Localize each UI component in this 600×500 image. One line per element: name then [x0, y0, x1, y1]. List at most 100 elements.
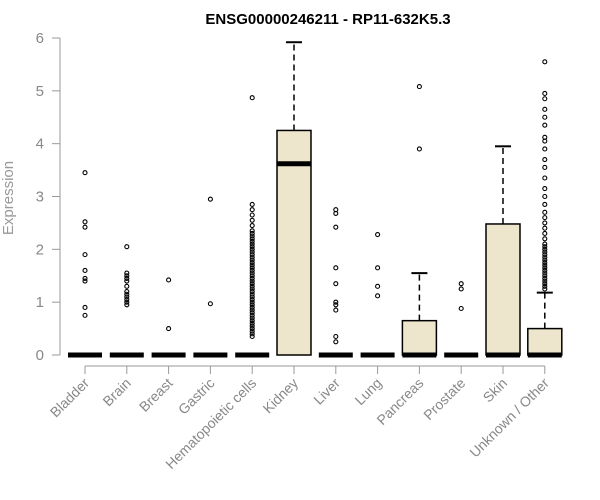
outlier-point	[458, 286, 464, 292]
outlier-point	[333, 339, 339, 345]
box-0	[68, 170, 102, 358]
outlier-point	[249, 212, 255, 218]
y-tick-label: 0	[36, 347, 44, 364]
outlier-point	[207, 196, 213, 202]
outlier-point	[333, 265, 339, 271]
outlier-point	[249, 252, 255, 258]
outlier-point	[333, 281, 339, 287]
outlier-point	[333, 299, 339, 305]
y-tick-label: 1	[36, 294, 44, 311]
outlier-point	[542, 59, 548, 65]
outlier-point	[249, 281, 255, 287]
box-iqr	[485, 223, 521, 356]
outlier-point	[124, 275, 130, 281]
y-axis: 0 1 2 3 4 5 6	[36, 30, 61, 364]
outlier-point	[249, 315, 255, 321]
box-10	[485, 145, 521, 358]
outlier-point	[333, 210, 339, 216]
outlier-point	[375, 293, 381, 299]
outlier-point	[333, 307, 339, 313]
outlier-point	[542, 220, 548, 226]
outlier-point	[82, 224, 88, 230]
outlier-point	[249, 289, 255, 295]
outlier-point	[542, 122, 548, 128]
x-tick-label: Breast	[136, 375, 176, 415]
outlier-point	[249, 223, 255, 229]
outlier-point	[542, 270, 548, 276]
plot-area	[68, 41, 563, 358]
x-tick-label: Skin	[480, 375, 511, 406]
outlier-point	[542, 215, 548, 221]
outlier-point	[542, 275, 548, 281]
outlier-point	[124, 270, 130, 276]
outlier-point	[249, 244, 255, 250]
outlier-point	[82, 219, 88, 225]
outlier-point	[249, 267, 255, 274]
box-9	[444, 281, 479, 358]
outlier-point	[542, 246, 548, 252]
outlier-point	[249, 207, 255, 213]
outlier-point	[249, 307, 255, 313]
box-iqr	[276, 129, 312, 356]
outlier-point	[375, 283, 381, 289]
outlier-point	[249, 233, 255, 239]
outlier-point	[542, 138, 548, 144]
box-6	[318, 207, 353, 358]
outlier-point	[82, 252, 88, 258]
outlier-point	[249, 257, 255, 263]
box-iqr	[401, 319, 438, 356]
outlier-point	[249, 265, 255, 271]
outlier-point	[82, 278, 88, 284]
outlier-point	[249, 241, 255, 247]
outlier-point	[542, 201, 548, 207]
outlier-point	[542, 265, 548, 271]
outlier-point	[249, 331, 255, 337]
outlier-point	[542, 283, 548, 289]
outlier-point	[416, 84, 422, 90]
y-tick-label: 6	[36, 30, 44, 47]
box-8	[401, 84, 438, 358]
outlier-point	[542, 106, 548, 112]
outlier-point	[249, 236, 255, 242]
outlier-point	[166, 326, 172, 332]
outlier-point	[249, 323, 255, 329]
outlier-point	[249, 310, 255, 316]
outlier-point	[124, 294, 130, 300]
outlier-point	[542, 273, 548, 279]
outlier-point	[542, 257, 548, 263]
box-7	[360, 231, 395, 358]
outlier-point	[542, 114, 548, 120]
y-tick-label: 4	[36, 136, 44, 153]
outlier-point	[542, 164, 548, 170]
outlier-point	[249, 270, 255, 276]
outlier-point	[249, 278, 255, 284]
outlier-point	[82, 170, 88, 176]
outlier-point	[249, 217, 255, 223]
outlier-point	[249, 238, 255, 244]
y-tick-label: 2	[36, 241, 44, 258]
outlier-point	[82, 275, 88, 281]
outlier-point	[542, 278, 548, 284]
outlier-point	[542, 259, 548, 266]
box-iqr	[527, 327, 563, 356]
x-tick-label: Lung	[351, 375, 384, 408]
outlier-point	[124, 244, 130, 250]
box-3	[193, 196, 228, 358]
outlier-point	[542, 186, 548, 192]
outlier-point	[542, 262, 548, 268]
outlier-point	[249, 320, 255, 326]
outlier-point	[249, 312, 255, 318]
outlier-point	[542, 193, 548, 200]
outlier-point	[124, 299, 130, 305]
outlier-point	[333, 302, 339, 308]
outlier-point	[249, 201, 255, 207]
outlier-point	[82, 312, 88, 318]
outlier-point	[249, 230, 255, 237]
box-1	[109, 244, 144, 358]
outlier-point	[249, 275, 255, 281]
outlier-point	[249, 304, 255, 311]
outlier-point	[166, 277, 172, 283]
outlier-point	[249, 95, 255, 101]
outlier-point	[458, 305, 464, 312]
